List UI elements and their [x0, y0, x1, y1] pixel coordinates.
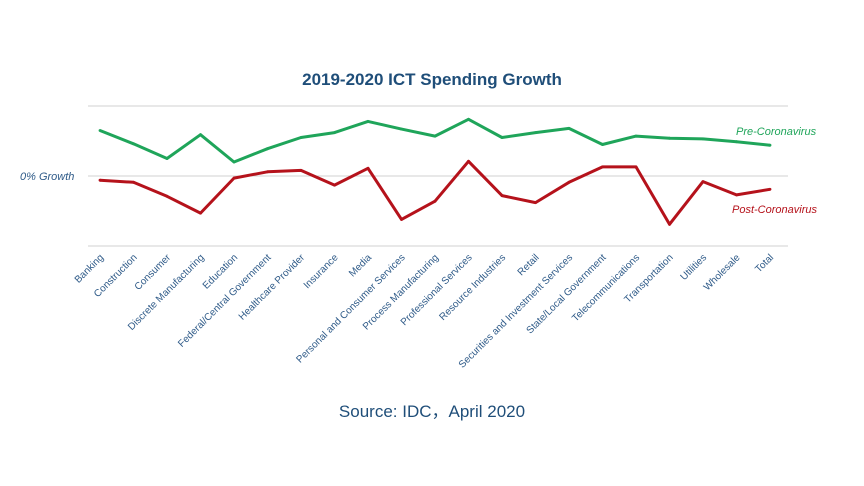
data-point-post-coronavirus-18 — [701, 180, 705, 184]
data-point-pre-coronavirus-0 — [98, 129, 102, 132]
data-point-pre-coronavirus-13 — [534, 131, 537, 135]
data-point-post-coronavirus-1 — [132, 180, 135, 184]
data-point-pre-coronavirus-3 — [199, 133, 202, 137]
data-point-post-coronavirus-16 — [634, 165, 638, 169]
data-point-post-coronavirus-8 — [366, 166, 370, 170]
zero-growth-label: 0% Growth — [20, 171, 74, 183]
x-tick-label: Insurance — [302, 252, 341, 291]
series-label-pre-coronavirus: Pre-Coronavirus — [736, 126, 817, 138]
data-point-pre-coronavirus-8 — [366, 120, 370, 123]
data-point-pre-coronavirus-4 — [232, 160, 236, 164]
data-point-post-coronavirus-14 — [567, 180, 571, 184]
x-tick-label: Wholesale — [702, 252, 743, 293]
data-point-post-coronavirus-2 — [165, 194, 169, 198]
data-point-pre-coronavirus-6 — [299, 136, 303, 139]
data-point-post-coronavirus-12 — [500, 194, 504, 198]
data-point-pre-coronavirus-10 — [433, 134, 437, 138]
data-point-pre-coronavirus-19 — [735, 140, 738, 144]
source-note: Source: IDC，April 2020 — [339, 402, 525, 421]
data-point-post-coronavirus-11 — [467, 159, 470, 163]
data-point-post-coronavirus-5 — [266, 170, 269, 174]
data-point-post-coronavirus-9 — [400, 218, 403, 221]
data-point-pre-coronavirus-18 — [701, 137, 705, 141]
data-point-post-coronavirus-17 — [668, 222, 671, 226]
data-point-pre-coronavirus-17 — [668, 136, 671, 140]
data-point-post-coronavirus-20 — [768, 187, 772, 191]
data-point-post-coronavirus-0 — [98, 178, 102, 182]
data-point-pre-coronavirus-7 — [333, 131, 336, 135]
data-point-pre-coronavirus-9 — [400, 127, 403, 131]
chart-title: 2019-2020 ICT Spending Growth — [302, 70, 562, 89]
data-point-post-coronavirus-3 — [199, 211, 202, 215]
data-point-post-coronavirus-7 — [333, 183, 336, 187]
x-tick-label: Retail — [516, 252, 542, 278]
data-point-pre-coronavirus-20 — [768, 143, 772, 147]
data-point-pre-coronavirus-15 — [601, 143, 604, 146]
data-point-pre-coronavirus-11 — [467, 117, 470, 121]
x-tick-label: Total — [753, 252, 776, 275]
data-point-post-coronavirus-19 — [735, 193, 738, 197]
x-tick-label: Banking — [73, 252, 106, 285]
data-point-pre-coronavirus-12 — [500, 136, 504, 139]
data-point-pre-coronavirus-16 — [634, 134, 638, 138]
series-line-post-coronavirus — [99, 159, 771, 226]
series-layer — [98, 117, 772, 226]
x-tick-label: Media — [347, 252, 374, 279]
data-point-post-coronavirus-15 — [601, 165, 604, 169]
x-tick-label: Healthcare Provider — [237, 252, 308, 323]
data-point-post-coronavirus-13 — [534, 201, 537, 205]
x-tick-label: Utilities — [679, 252, 710, 283]
series-line-pre-coronavirus — [99, 117, 771, 164]
data-point-pre-coronavirus-5 — [266, 147, 269, 151]
data-point-pre-coronavirus-1 — [132, 142, 135, 146]
data-point-post-coronavirus-10 — [433, 199, 437, 203]
data-point-pre-coronavirus-2 — [165, 157, 169, 160]
series-label-post-coronavirus: Post-Coronavirus — [732, 204, 817, 216]
data-point-pre-coronavirus-14 — [567, 126, 571, 130]
data-point-post-coronavirus-4 — [232, 176, 236, 180]
data-point-post-coronavirus-6 — [299, 169, 303, 172]
x-tick-label: Resource Industries — [437, 252, 508, 323]
